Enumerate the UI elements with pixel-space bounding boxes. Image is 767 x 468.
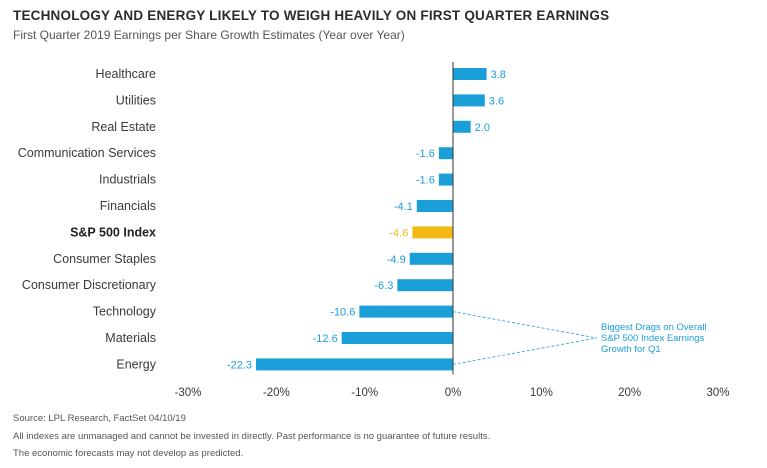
bar-industrials — [438, 173, 453, 186]
value-label-materials: -12.6 — [313, 333, 338, 345]
category-label-utilities: Utilities — [116, 93, 156, 107]
callout-text-line: Growth for Q1 — [601, 344, 661, 355]
value-label-technology: -10.6 — [330, 307, 355, 319]
bar-consumer-discretionary — [397, 279, 453, 292]
value-label-sandp-500-index: -4.6 — [389, 227, 408, 239]
category-label-real-estate: Real Estate — [91, 120, 156, 134]
bar-materials — [341, 332, 453, 344]
value-label-consumer-discretionary: -6.3 — [374, 280, 393, 292]
category-label-financials: Financials — [100, 199, 156, 213]
category-label-consumer-staples: Consumer Staples — [53, 252, 156, 266]
value-label-real-estate: 2.0 — [475, 122, 490, 134]
callout-text-line: S&P 500 Index Earnings — [601, 333, 705, 344]
value-label-financials: -4.1 — [394, 201, 413, 213]
bar-energy — [256, 358, 453, 371]
bar-healthcare — [453, 68, 487, 80]
value-label-communication-services: -1.6 — [416, 148, 435, 160]
value-label-energy: -22.3 — [227, 359, 252, 371]
bar-chart: Healthcare 3.8 Utilities 3.6 Real Estate 2.0 C… — [18, 62, 730, 399]
x-tick-label: 0% — [445, 387, 462, 399]
x-tick-label: -20% — [263, 387, 290, 399]
category-label-technology: Technology — [93, 305, 157, 319]
category-label-healthcare: Healthcare — [96, 67, 156, 81]
x-tick-label: 20% — [618, 387, 641, 399]
source-note: Source: LPL Research, FactSet 04/10/19 — [13, 413, 186, 424]
category-label-industrials: Industrials — [99, 173, 156, 187]
chart-title: TECHNOLOGY AND ENERGY LIKELY TO WEIGH HE… — [13, 8, 610, 23]
x-tick-label: 10% — [530, 387, 553, 399]
bar-consumer-staples — [409, 252, 453, 265]
callout-line-technology — [452, 311, 598, 339]
value-label-healthcare: 3.8 — [491, 69, 506, 81]
bar-communication-services — [438, 147, 453, 160]
chart-subtitle: First Quarter 2019 Earnings per Share Gr… — [13, 28, 405, 42]
disclaimer-line-2: The economic forecasts may not develop a… — [13, 448, 244, 459]
category-label-sandp-500-index: S&P 500 Index — [70, 225, 156, 239]
value-label-utilities: 3.6 — [489, 95, 504, 107]
value-label-industrials: -1.6 — [416, 175, 435, 187]
bar-financials — [416, 200, 453, 212]
x-tick-label: 30% — [706, 387, 729, 399]
category-label-communication-services: Communication Services — [18, 146, 156, 160]
callout-text-line: Biggest Drags on Overall — [601, 322, 707, 333]
category-label-energy: Energy — [116, 357, 156, 371]
disclaimer-line-1: All indexes are unmanaged and cannot be … — [13, 431, 491, 442]
value-label-consumer-staples: -4.9 — [387, 254, 406, 266]
bar-technology — [359, 305, 453, 318]
category-label-materials: Materials — [105, 331, 156, 345]
x-tick-label: -30% — [175, 387, 202, 399]
bar-sandp-500-index — [412, 226, 453, 239]
x-tick-label: -10% — [351, 387, 378, 399]
callout-line-energy — [452, 337, 598, 365]
bar-utilities — [453, 94, 485, 107]
category-label-consumer-discretionary: Consumer Discretionary — [22, 278, 157, 292]
bar-real-estate — [453, 120, 471, 133]
